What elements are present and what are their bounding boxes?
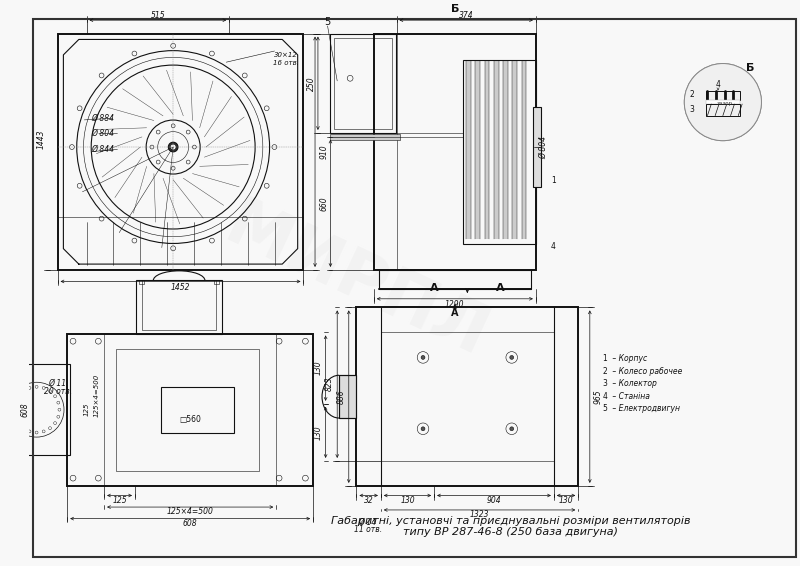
Bar <box>214 280 219 284</box>
Text: □560: □560 <box>179 415 201 424</box>
Text: 130: 130 <box>400 496 415 505</box>
Bar <box>513 61 517 239</box>
Circle shape <box>168 142 178 152</box>
Bar <box>67 333 313 486</box>
Circle shape <box>684 63 762 141</box>
Text: 16 отв.: 16 отв. <box>273 59 299 66</box>
Text: Ø 804: Ø 804 <box>539 135 548 158</box>
Circle shape <box>510 355 514 359</box>
Text: 515: 515 <box>150 11 165 20</box>
Text: Ø 11: Ø 11 <box>49 379 67 388</box>
Text: 4: 4 <box>602 392 607 401</box>
Text: 886: 886 <box>337 389 346 404</box>
Text: 1: 1 <box>551 175 555 185</box>
Text: 660: 660 <box>319 196 328 211</box>
Text: 11 отв.: 11 отв. <box>354 525 382 534</box>
Bar <box>374 33 536 270</box>
Text: Б: Б <box>450 3 459 14</box>
Bar <box>330 33 396 133</box>
Circle shape <box>421 355 425 359</box>
Text: зазор: зазор <box>717 101 733 106</box>
Text: 130: 130 <box>314 425 322 440</box>
Text: 2: 2 <box>602 367 607 376</box>
Text: A: A <box>496 283 505 293</box>
Text: A: A <box>430 283 438 293</box>
Text: – Корпус: – Корпус <box>610 354 647 363</box>
Text: 125: 125 <box>112 496 127 505</box>
Text: 4: 4 <box>716 80 721 89</box>
Text: 904: 904 <box>486 496 502 505</box>
Bar <box>494 61 498 239</box>
Text: 3: 3 <box>690 105 694 114</box>
Text: – Станіна: – Станіна <box>610 392 650 401</box>
Text: 3: 3 <box>602 379 607 388</box>
Text: 130: 130 <box>558 496 574 505</box>
Text: Ø 804: Ø 804 <box>91 129 114 138</box>
Text: – Колектор: – Колектор <box>610 379 657 388</box>
Bar <box>136 281 222 333</box>
Text: 823: 823 <box>325 377 334 392</box>
Text: 32: 32 <box>364 496 374 505</box>
Bar <box>378 270 531 289</box>
Bar <box>161 387 234 432</box>
Text: 30×12: 30×12 <box>274 52 298 58</box>
Bar <box>58 33 303 270</box>
Text: Габаритні, установчі та приєднувальні розміри вентиляторів: Габаритні, установчі та приєднувальні ро… <box>331 516 690 526</box>
Text: 2: 2 <box>690 90 694 99</box>
Bar <box>522 61 526 239</box>
Bar <box>339 375 357 418</box>
Text: 1290: 1290 <box>445 300 465 309</box>
Bar <box>334 37 392 129</box>
Bar <box>357 307 578 486</box>
Text: Ø 14: Ø 14 <box>358 518 377 527</box>
Text: 1452: 1452 <box>170 283 190 291</box>
Text: 125×4=500: 125×4=500 <box>94 374 100 417</box>
Bar <box>139 280 144 284</box>
Bar <box>503 61 508 239</box>
Circle shape <box>421 427 425 431</box>
Text: МИРПЛ: МИРПЛ <box>214 192 498 371</box>
Bar <box>533 107 541 187</box>
Text: Ø 844: Ø 844 <box>91 144 114 153</box>
Text: 4: 4 <box>550 242 556 251</box>
Text: A: A <box>451 308 458 318</box>
Bar <box>339 375 357 418</box>
Bar <box>463 60 536 243</box>
Text: Ø 884: Ø 884 <box>91 114 114 123</box>
Text: 1: 1 <box>602 354 607 363</box>
Text: Б: Б <box>746 63 754 74</box>
Text: – Колесо рабочее: – Колесо рабочее <box>610 367 682 376</box>
Bar <box>466 61 471 239</box>
Bar <box>330 134 400 140</box>
Bar <box>485 61 490 239</box>
Text: 965: 965 <box>594 389 603 404</box>
Text: 5: 5 <box>325 17 330 27</box>
Text: 130: 130 <box>314 361 322 375</box>
Text: 125: 125 <box>84 403 90 417</box>
Text: типу ВР 287-46-8 (250 база двигуна): типу ВР 287-46-8 (250 база двигуна) <box>403 527 618 537</box>
Text: – Електродвигун: – Електродвигун <box>610 404 680 413</box>
Bar <box>14 364 70 456</box>
Text: 1443: 1443 <box>37 130 46 149</box>
Text: 910: 910 <box>319 144 328 159</box>
Circle shape <box>170 144 176 150</box>
Text: 20 отв.: 20 отв. <box>44 387 72 396</box>
Bar <box>117 349 259 470</box>
Bar <box>706 104 740 115</box>
Bar <box>706 100 740 104</box>
Text: 5: 5 <box>602 404 607 413</box>
Text: 125×4=500: 125×4=500 <box>166 507 214 516</box>
Text: 374: 374 <box>459 11 474 20</box>
Text: 608: 608 <box>20 402 30 417</box>
Text: 250: 250 <box>306 76 316 91</box>
Circle shape <box>510 427 514 431</box>
Bar <box>142 281 216 329</box>
Text: 608: 608 <box>183 519 198 528</box>
Text: 1323: 1323 <box>470 511 490 519</box>
Bar <box>706 91 740 100</box>
Bar <box>475 61 480 239</box>
